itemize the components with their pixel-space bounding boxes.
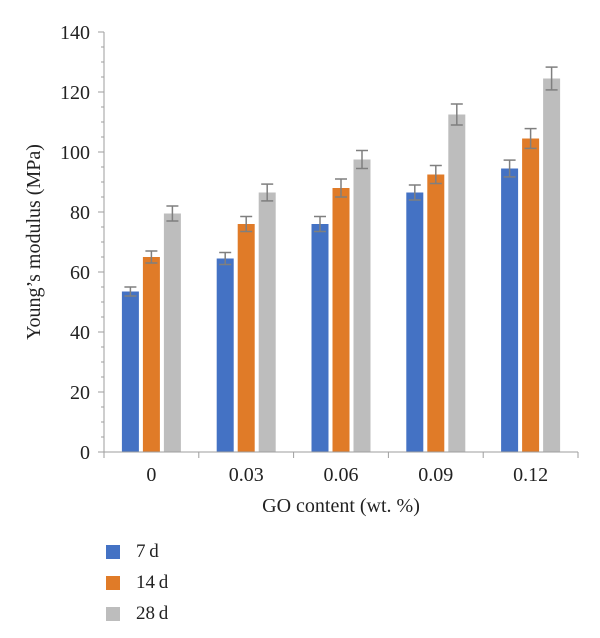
x-tick-label: 0.03 [229, 464, 264, 486]
y-tick-label: 20 [70, 382, 90, 404]
legend-swatch-28d [106, 606, 120, 621]
x-tick-label: 0.06 [324, 464, 359, 486]
bars [121, 78, 561, 452]
bar [501, 168, 519, 452]
bar [406, 192, 424, 452]
bar [163, 213, 181, 452]
bar [311, 224, 329, 452]
legend-label-14d: 14 d [136, 571, 169, 593]
legend-label-28d: 28 d [136, 602, 169, 624]
legend-item-28d: 28 d [106, 598, 168, 629]
error-bars [124, 66, 558, 297]
bar [427, 174, 445, 452]
bar [142, 257, 160, 452]
legend-swatch-14d [106, 575, 120, 590]
y-tick-label: 120 [60, 82, 90, 104]
bar [216, 258, 234, 452]
bar [522, 138, 540, 452]
legend: 7 d 14 d 28 d [106, 536, 168, 629]
x-tick-label: 0.12 [513, 464, 548, 486]
y-tick-label: 0 [80, 442, 90, 464]
legend-swatch-7d [106, 544, 120, 559]
y-axis: 0 20 40 60 80 100 120 140 [60, 22, 104, 464]
y-tick-label: 140 [60, 22, 90, 44]
x-tick-label: 0 [146, 464, 156, 486]
x-tick-label: 0.09 [418, 464, 453, 486]
bar [543, 78, 561, 452]
bar [353, 159, 371, 452]
x-axis-label: GO content (wt. %) [262, 495, 420, 517]
bar [258, 192, 276, 452]
legend-item-7d: 7 d [106, 536, 168, 567]
y-tick-label: 40 [70, 322, 90, 344]
bar [237, 224, 255, 452]
legend-item-14d: 14 d [106, 567, 168, 598]
y-tick-label: 100 [60, 142, 90, 164]
y-tick-label: 60 [70, 262, 90, 284]
y-axis-label: Young’s modulus (MPa) [23, 144, 45, 340]
bar-chart: 0 20 40 60 80 100 120 140 0 0.03 0.06 0.09 0.12 You… [23, 22, 579, 517]
bar [121, 291, 139, 452]
legend-label-7d: 7 d [136, 540, 159, 562]
y-tick-label: 80 [70, 202, 90, 224]
bar [448, 114, 466, 452]
bar [332, 188, 350, 452]
x-axis: 0 0.03 0.06 0.09 0.12 [103, 452, 579, 486]
